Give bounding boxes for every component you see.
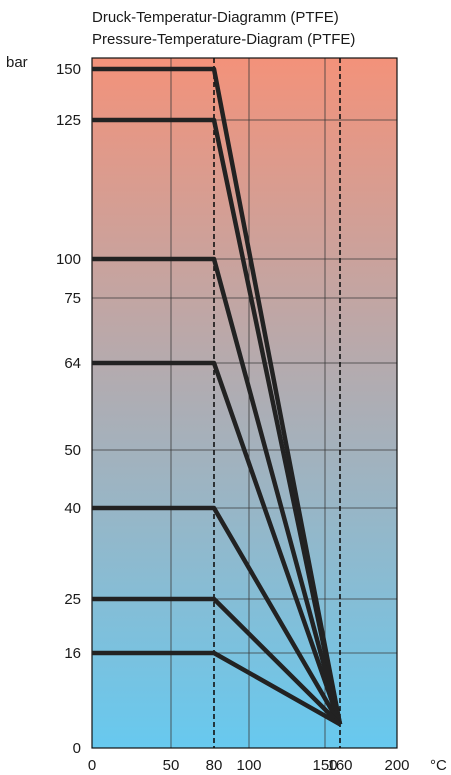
x-tick-label-200: 200 — [384, 757, 409, 774]
series-line-40 — [92, 505, 342, 726]
series-line-16 — [92, 650, 342, 727]
x-axis-unit-label: °C — [430, 757, 447, 774]
y-tick-label-100: 100 — [56, 251, 81, 268]
chart-subtitle: Pressure-Temperature-Diagram (PTFE) — [92, 31, 355, 48]
y-tick-label-25: 25 — [64, 591, 81, 608]
y-tick-label-50: 50 — [64, 442, 81, 459]
chart-title: Druck-Temperatur-Diagramm (PTFE) — [92, 9, 339, 26]
y-tick-label-40: 40 — [64, 500, 81, 517]
plot-frame — [91, 57, 398, 749]
plot-background — [92, 58, 397, 748]
x-tick-label-160: 160 — [327, 757, 352, 774]
y-tick-label-0: 0 — [73, 740, 81, 757]
x-tick-label-50: 50 — [163, 757, 180, 774]
x-tick-label-150: 150 — [312, 757, 337, 774]
series-line-150 — [92, 66, 343, 725]
y-tick-label-16: 16 — [64, 645, 81, 662]
series-line-25 — [92, 596, 342, 726]
y-axis-ticks: 0 16 25 40 50 64 75 100 125 150 — [56, 61, 81, 757]
x-tick-label-100: 100 — [236, 757, 261, 774]
series-layer — [92, 66, 343, 727]
y-axis-unit-label: bar — [6, 54, 28, 71]
y-tick-label-75: 75 — [64, 290, 81, 307]
y-tick-label-125: 125 — [56, 112, 81, 129]
series-line-100 — [92, 256, 343, 725]
y-tick-label-150: 150 — [56, 61, 81, 78]
series-line-125 — [92, 117, 343, 725]
series-line-64 — [92, 360, 343, 726]
y-tick-label-64: 64 — [64, 355, 81, 372]
x-tick-label-80: 80 — [206, 757, 223, 774]
reference-lines — [213, 58, 341, 748]
x-tick-label-0: 0 — [88, 757, 96, 774]
